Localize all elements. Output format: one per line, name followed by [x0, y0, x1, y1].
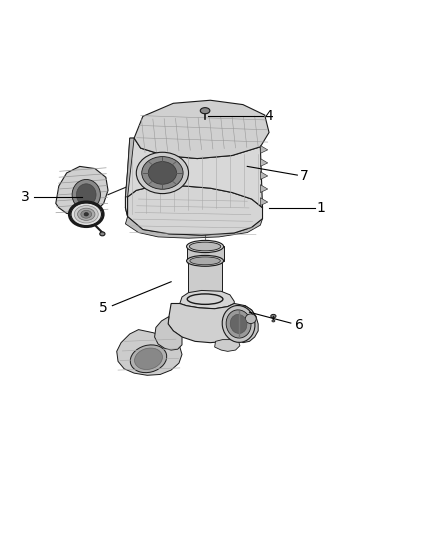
- Polygon shape: [215, 340, 240, 351]
- Ellipse shape: [226, 310, 251, 338]
- Text: 7: 7: [300, 169, 308, 183]
- Text: 5: 5: [99, 301, 108, 315]
- Ellipse shape: [271, 314, 276, 318]
- Ellipse shape: [200, 108, 210, 114]
- Polygon shape: [125, 138, 262, 216]
- Polygon shape: [260, 172, 268, 180]
- Ellipse shape: [188, 258, 222, 268]
- Polygon shape: [168, 303, 256, 343]
- Ellipse shape: [189, 242, 221, 251]
- Polygon shape: [236, 305, 258, 343]
- Ellipse shape: [187, 240, 223, 253]
- Polygon shape: [134, 100, 269, 158]
- Polygon shape: [155, 317, 182, 350]
- Polygon shape: [56, 166, 108, 215]
- Polygon shape: [117, 329, 182, 375]
- Polygon shape: [188, 263, 222, 303]
- Ellipse shape: [130, 345, 167, 373]
- Ellipse shape: [72, 180, 100, 210]
- Ellipse shape: [142, 157, 183, 189]
- Ellipse shape: [71, 203, 102, 225]
- Ellipse shape: [84, 213, 88, 216]
- Text: 4: 4: [265, 109, 273, 123]
- Ellipse shape: [81, 211, 92, 218]
- Polygon shape: [260, 146, 268, 154]
- Ellipse shape: [245, 314, 256, 324]
- Ellipse shape: [148, 161, 177, 184]
- Ellipse shape: [190, 257, 220, 265]
- Ellipse shape: [134, 348, 162, 369]
- Ellipse shape: [222, 305, 255, 342]
- Polygon shape: [125, 138, 134, 197]
- Polygon shape: [125, 186, 262, 235]
- Ellipse shape: [136, 152, 188, 193]
- Ellipse shape: [100, 232, 105, 236]
- Text: 6: 6: [295, 318, 304, 332]
- Text: 3: 3: [21, 190, 30, 204]
- Ellipse shape: [187, 255, 223, 266]
- Polygon shape: [260, 184, 268, 192]
- Ellipse shape: [77, 184, 96, 206]
- Ellipse shape: [74, 206, 98, 223]
- Ellipse shape: [230, 314, 247, 334]
- Ellipse shape: [272, 320, 275, 322]
- Ellipse shape: [78, 208, 95, 220]
- Polygon shape: [260, 198, 268, 206]
- Polygon shape: [187, 246, 223, 261]
- Polygon shape: [125, 216, 262, 238]
- Ellipse shape: [188, 298, 222, 308]
- Polygon shape: [260, 158, 268, 166]
- Polygon shape: [180, 290, 234, 309]
- Text: 1: 1: [317, 201, 326, 215]
